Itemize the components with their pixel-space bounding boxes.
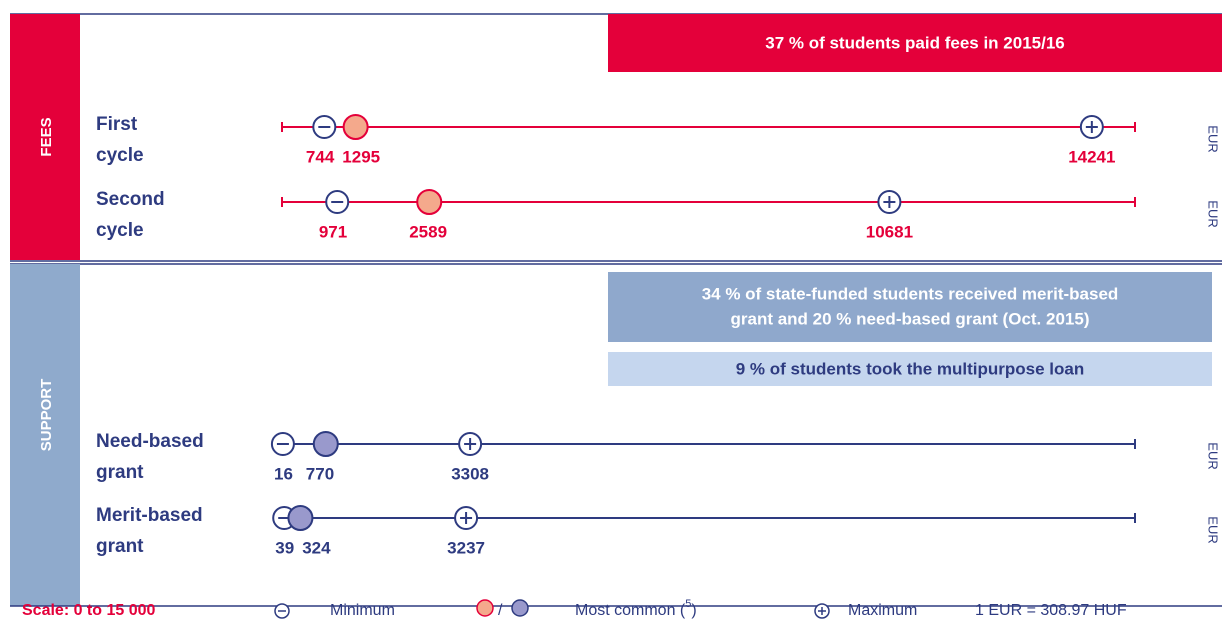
banner — [608, 352, 1212, 386]
fees-strip — [10, 14, 80, 260]
legend-text: 1 EUR = 308.97 HUF — [975, 602, 1127, 619]
unit: EUR — [1206, 200, 1221, 227]
legend-text: ) — [691, 602, 696, 619]
most-common — [287, 505, 314, 531]
unit: EUR — [1206, 442, 1221, 469]
legend-text: Minimum — [330, 602, 395, 619]
value-label: 14241 — [1068, 147, 1115, 166]
value-label: 16 — [274, 464, 293, 483]
banner — [608, 272, 1212, 342]
section-label: SUPPORT — [38, 379, 55, 452]
support-strip — [10, 264, 80, 606]
legend-text: Most common ( — [575, 602, 686, 619]
value-label: 744 — [306, 147, 335, 166]
most-common — [416, 189, 443, 215]
value-label: 2589 — [409, 222, 447, 241]
row-label: cycle — [96, 220, 144, 241]
most-common — [312, 431, 339, 457]
unit: EUR — [1206, 125, 1221, 152]
legend-text: Most common (5) — [575, 598, 697, 619]
row-label: Second — [96, 189, 165, 210]
common-icon — [511, 599, 529, 617]
value-label: 770 — [306, 464, 334, 483]
banner-text: grant and 20 % need-based grant (Oct. 20… — [731, 309, 1090, 328]
banner-text: 37 % of students paid fees in 2015/16 — [765, 33, 1065, 52]
legend-text: Maximum — [848, 602, 917, 619]
value-label: 39 — [275, 538, 294, 557]
banner — [608, 14, 1222, 72]
value-label: 3308 — [451, 464, 489, 483]
banner-text: 9 % of students took the multipurpose lo… — [736, 359, 1085, 378]
value-label: 3237 — [447, 538, 485, 557]
scale-label: Scale: 0 to 15 000 — [22, 602, 156, 619]
value-label: 324 — [302, 538, 331, 557]
value-label: 10681 — [866, 222, 913, 241]
common-icon — [476, 599, 494, 617]
legend-text: / — [498, 602, 503, 619]
footnote: 5 — [685, 598, 691, 610]
value-label: 1295 — [342, 147, 380, 166]
row-label: grant — [96, 462, 144, 483]
value-label: 971 — [319, 222, 347, 241]
row-label: Need-based — [96, 431, 204, 452]
row-label: Merit-based — [96, 505, 203, 526]
section-label: FEES — [38, 117, 55, 156]
row-label: First — [96, 114, 138, 135]
row-label: grant — [96, 536, 144, 557]
row-label: cycle — [96, 145, 144, 166]
unit: EUR — [1206, 516, 1221, 543]
banner-text: 34 % of state-funded students received m… — [702, 284, 1119, 303]
most-common — [342, 114, 369, 140]
